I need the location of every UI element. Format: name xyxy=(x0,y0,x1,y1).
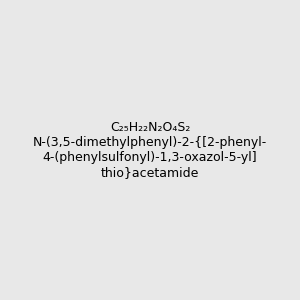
Text: C₂₅H₂₂N₂O₄S₂
N-(3,5-dimethylphenyl)-2-{[2-phenyl-
4-(phenylsulfonyl)-1,3-oxazol-: C₂₅H₂₂N₂O₄S₂ N-(3,5-dimethylphenyl)-2-{[… xyxy=(33,121,267,179)
